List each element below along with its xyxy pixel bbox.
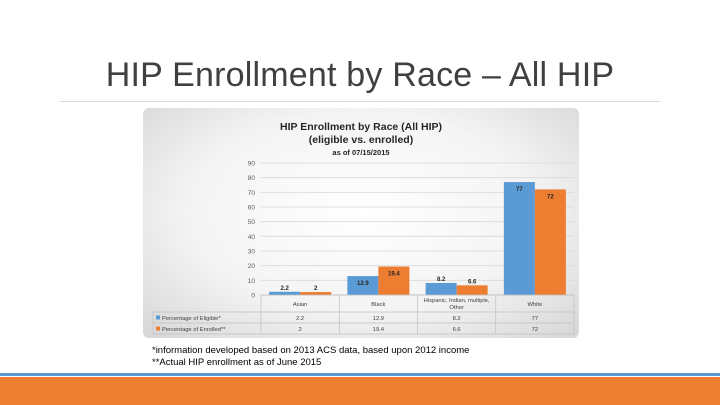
table-cell-1-2: 6.6 [453,327,461,333]
data-label-enrolled-1: 19.4 [388,272,400,278]
data-label-enrolled-2: 6.6 [468,279,477,285]
bar-eligible-0 [269,291,301,295]
legend-swatch-0 [156,315,160,320]
footnote-eligible: *information developed based on 2013 ACS… [152,345,470,356]
bar-eligible-1 [347,276,379,295]
data-label-enrolled-0: 2 [314,286,318,292]
footer-band-blue [0,373,720,376]
category-label-0: Asian [293,302,308,308]
table-cell-1-1: 19.4 [373,327,385,333]
bars [269,182,566,295]
ytick-label-70: 70 [248,190,256,197]
chart-title-line2: (eligible vs. enrolled) [309,134,413,146]
gridlines [261,162,574,296]
table-cell-0-0: 2.2 [296,316,304,322]
chart-subtitle: as of 07/15/2015 [332,148,389,157]
data-table: Asian Black Hispanic, Indian, multiple,Oth… [152,294,575,335]
legend-entry-0: Percentage of Eligible* [162,316,221,322]
category-label-2-line1: Hispanic, Indian, multiple, [424,298,490,304]
table-cell-0-1: 12.9 [373,316,384,322]
slide-title: HIP Enrollment by Race – All HIP [105,56,615,94]
table-cell-0-3: 77 [532,316,538,322]
ytick-label-60: 60 [248,205,256,212]
chart-panel: HIP Enrollment by Race (All HIP) (eligib… [143,108,579,338]
ytick-label-20: 20 [248,263,256,270]
footnote-enrolled: **Actual HIP enrollment as of June 2015 [152,357,322,368]
chart-title: HIP Enrollment by Race (All HIP) [280,121,442,133]
bar-enrolled-3 [534,189,566,295]
table-cell-1-0: 2 [299,327,302,333]
data-label-eligible-1: 12.9 [357,281,369,287]
data-label-enrolled-3: 72 [547,194,554,200]
data-label-eligible-3: 77 [516,187,523,193]
ytick-label-10: 10 [248,278,256,285]
ytick-label-90: 90 [248,161,256,168]
table-cell-0-2: 8.2 [453,316,461,322]
ytick-label-0: 0 [251,293,255,300]
bar-eligible-2 [425,282,457,295]
bar-chart: HIP Enrollment by Race (All HIP) (eligib… [152,121,575,335]
category-label-1: Black [371,302,385,308]
bar-eligible-3 [503,182,535,295]
ytick-label-80: 80 [248,175,256,182]
y-axis-ticks: 0 10 20 30 40 50 60 70 80 90 [248,161,256,300]
data-labels: 2.2 2 12.9 19.4 8.2 6.6 77 72 [280,187,554,292]
category-label-2-line2: Other [449,305,464,311]
category-label-3: White [527,302,542,308]
bar-enrolled-0 [300,292,332,295]
footer-band-orange [0,377,720,405]
legend-entry-1: Percentage of Enrolled** [162,327,226,333]
bar-enrolled-1 [378,266,410,295]
bar-enrolled-2 [456,285,488,295]
ytick-label-40: 40 [248,234,256,241]
legend-swatch-1 [156,326,160,331]
table-cell-1-3: 72 [532,327,538,333]
data-label-eligible-0: 2.2 [280,286,289,292]
ytick-label-30: 30 [248,249,256,256]
data-label-eligible-2: 8.2 [437,277,446,283]
ytick-label-50: 50 [248,219,256,226]
title-divider [60,101,660,102]
